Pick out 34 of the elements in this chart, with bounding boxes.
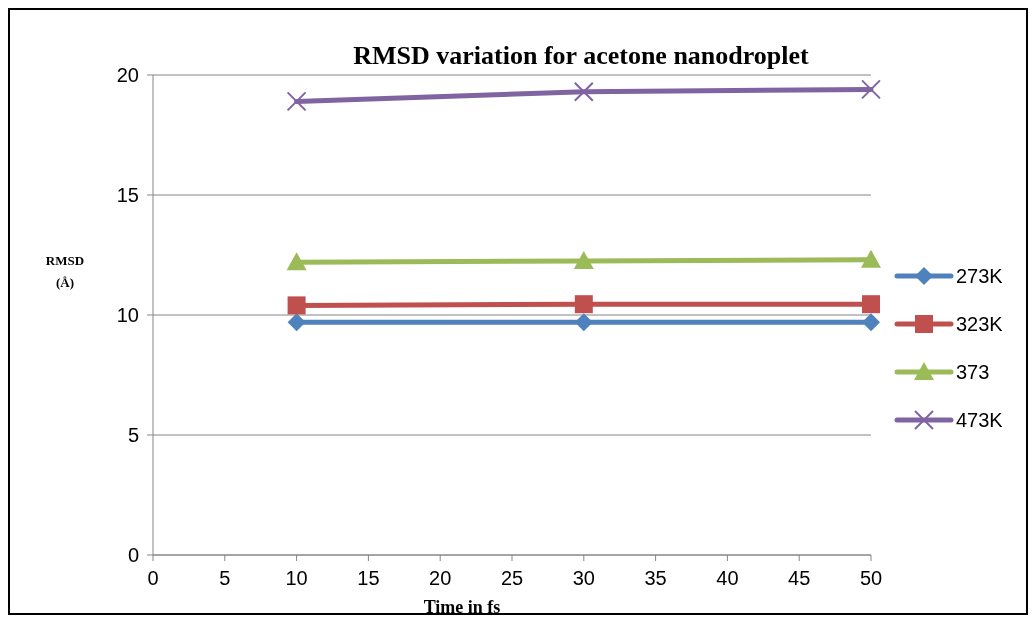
point [862,295,880,314]
point [286,91,307,112]
x-tick-label: 10 [285,567,308,589]
legend-label: 323K [956,313,1004,335]
point [286,252,307,271]
y-tick-label: 0 [127,544,139,566]
legend-label: 373 [956,361,990,383]
point [287,313,306,332]
point [861,249,881,268]
y-tick-label: 10 [116,304,139,326]
x-tick-label: 25 [500,567,524,589]
x-tick-label: 30 [572,567,595,589]
x-tick-label: 40 [716,567,739,589]
legend-label: 473K [956,409,1004,431]
x-axis-title: Time in fs [423,597,501,617]
y-tick-label: 5 [127,424,139,446]
x-tick-label: 50 [859,567,883,589]
y-tick-label: 20 [116,64,139,86]
x-tick-label: 0 [147,567,159,589]
y-axis-title: RMSD (Å) [45,253,85,290]
y-tick-label: 15 [116,184,139,206]
x-tick-label: 20 [429,567,452,589]
point [287,296,306,315]
chart-title: RMSD variation for acetone nanodroplet [353,41,810,70]
point [573,251,594,269]
x-tick-label: 35 [644,567,667,589]
legend-label: 273K [956,265,1004,287]
x-tick-label: 45 [788,567,811,589]
point [573,81,594,102]
x-tick-label: 15 [357,567,380,589]
point [574,295,593,314]
point [862,313,880,332]
x-tick-label: 5 [219,567,231,589]
point [861,79,881,100]
